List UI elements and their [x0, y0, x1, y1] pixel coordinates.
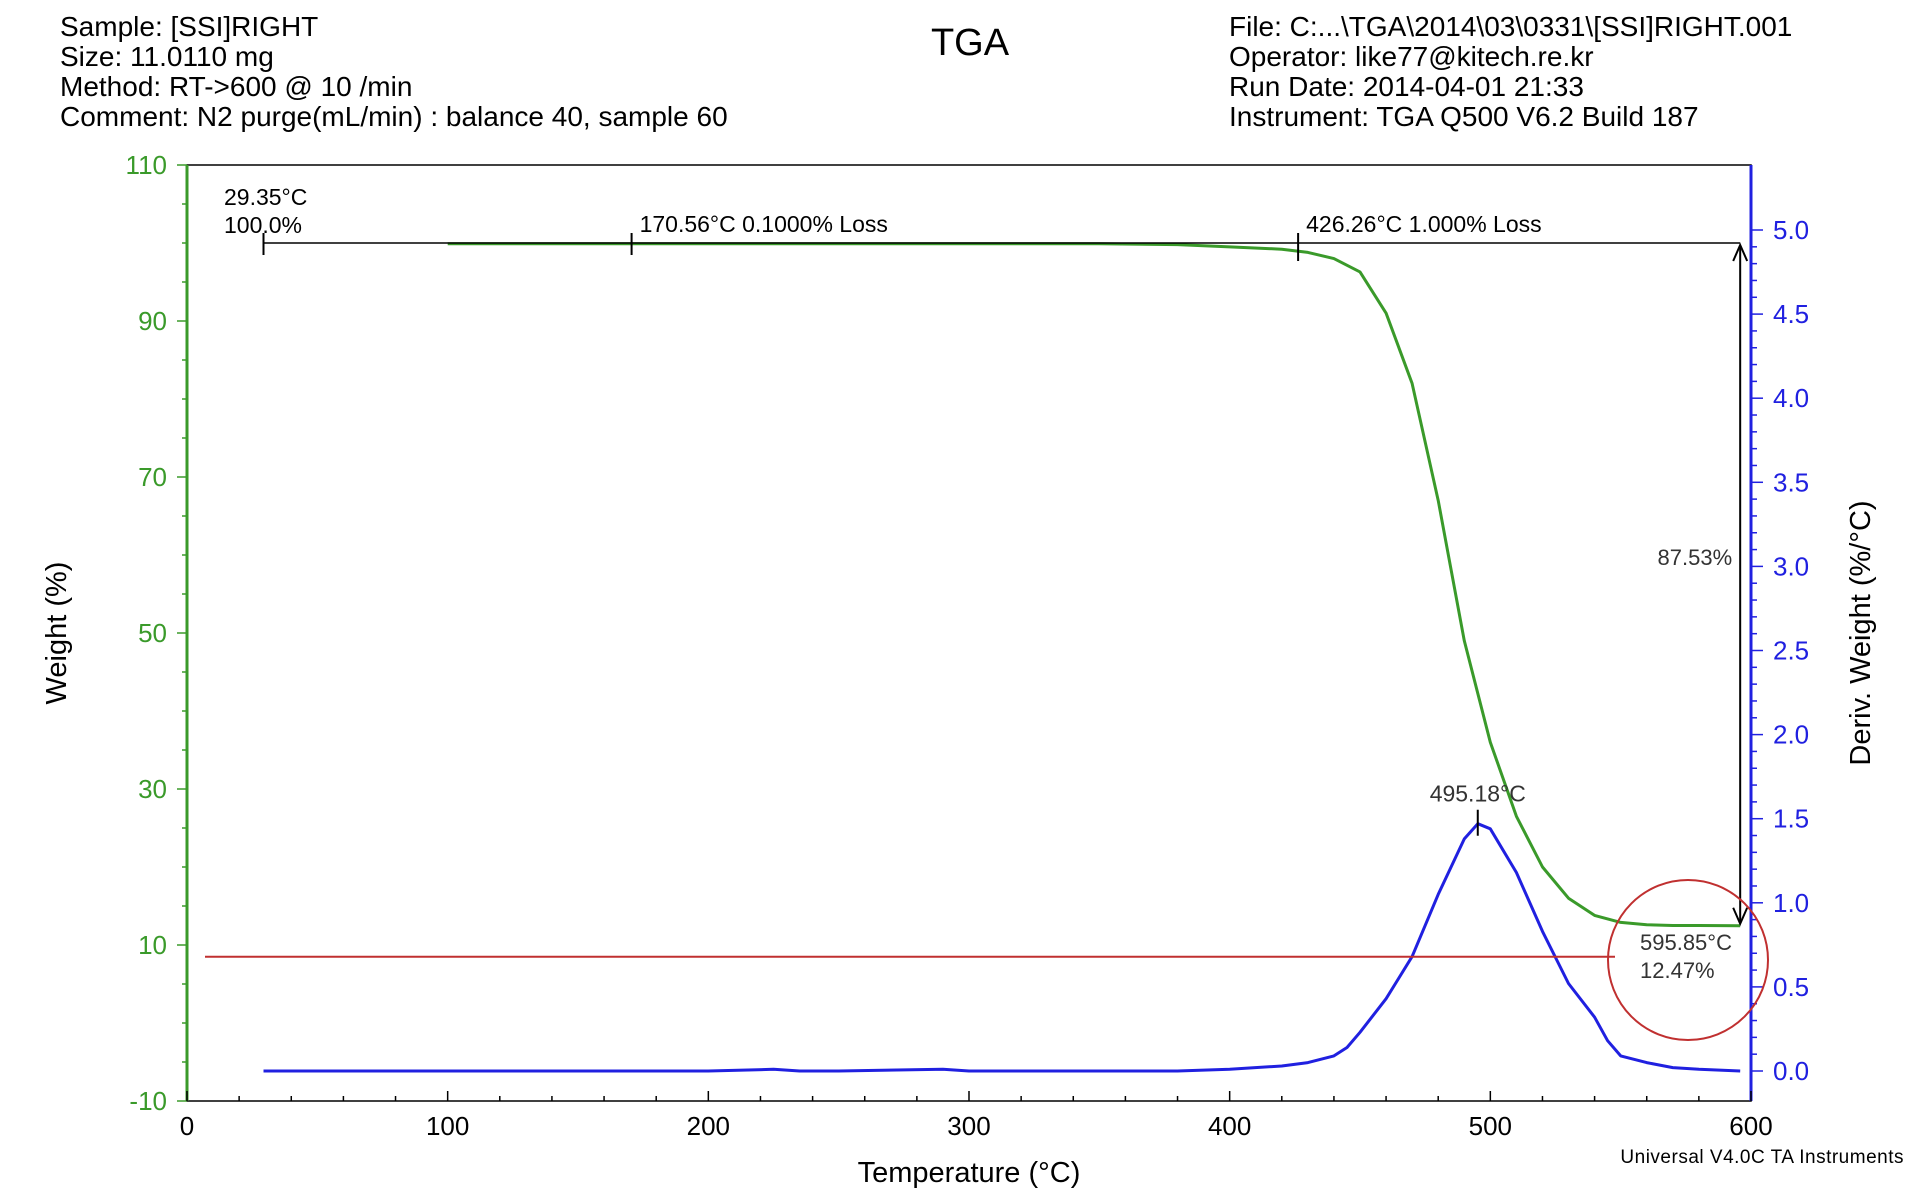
y2-tick-label: 1.5	[1773, 804, 1809, 834]
y-tick-label: 30	[138, 774, 167, 804]
highlight-circle	[1607, 879, 1769, 1041]
y2-tick-label: 1.0	[1773, 888, 1809, 918]
instrument: Instrument: TGA Q500 V6.2 Build 187	[1229, 101, 1699, 132]
y2-tick-label: 5.0	[1773, 215, 1809, 245]
y2-tick-label: 2.5	[1773, 636, 1809, 666]
y2-tick-label: 4.5	[1773, 299, 1809, 329]
y2-tick-label: 4.0	[1773, 383, 1809, 413]
operator: Operator: like77@kitech.re.kr	[1229, 41, 1594, 72]
x-tick-label: 100	[426, 1111, 469, 1141]
run-info: File: C:...\TGA\2014\03\0331\[SSI]RIGHT.…	[1229, 12, 1792, 132]
sample-comment: Comment: N2 purge(mL/min) : balance 40, …	[60, 101, 728, 132]
x-tick-label: 300	[947, 1111, 990, 1141]
y2-tick-label: 3.0	[1773, 551, 1809, 581]
start-weight-label: 100.0%	[224, 212, 302, 238]
x-tick-label: 0	[180, 1111, 194, 1141]
deriv-weight-line	[263, 822, 1741, 1073]
arrow-head-down	[1732, 907, 1749, 927]
plot-frame	[186, 164, 1752, 1102]
y2-tick-label: 3.5	[1773, 467, 1809, 497]
sample-name: Sample: [SSI]RIGHT	[60, 11, 319, 42]
file-path: File: C:...\TGA\2014\03\0331\[SSI]RIGHT.…	[1229, 11, 1793, 42]
run-date: Run Date: 2014-04-01 21:33	[1229, 71, 1584, 102]
x-tick-label: 200	[687, 1111, 730, 1141]
loss1-label: 170.56°C 0.1000% Loss	[640, 211, 888, 237]
y-tick-label: 90	[138, 306, 167, 336]
sample-size: Size: 11.0110 mg	[60, 41, 274, 72]
y-tick-label: 50	[138, 618, 167, 648]
y2-tick-label: 0.5	[1773, 972, 1809, 1002]
y2-axis-label: Deriv. Weight (%/°C)	[1845, 500, 1877, 765]
arrow-head-up	[1732, 242, 1749, 262]
y-axis-label: Weight (%)	[41, 562, 73, 705]
loss2-label: 426.26°C 1.000% Loss	[1306, 211, 1542, 237]
y-tick-label: 110	[126, 150, 167, 180]
end-weight-label: 12.47%	[1640, 958, 1715, 983]
sample-method: Method: RT->600 @ 10 /min	[60, 71, 413, 102]
end-temp-label: 595.85°C	[1640, 930, 1732, 955]
y-tick-label: 10	[138, 930, 167, 960]
start-temp-label: 29.35°C	[224, 184, 307, 210]
x-tick-label: 600	[1729, 1111, 1772, 1141]
chart-title: TGA	[930, 22, 1010, 64]
software-footer: Universal V4.0C TA Instruments	[1620, 1147, 1904, 1168]
y2-tick-label: 2.0	[1773, 720, 1809, 750]
y-tick-label: 70	[138, 462, 167, 492]
x-axis-label: Temperature (°C)	[858, 1157, 1081, 1189]
peak-label: 495.18°C	[1430, 781, 1526, 807]
y-tick-label: -10	[129, 1086, 167, 1116]
sample-info: Sample: [SSI]RIGHT Size: 11.0110 mg Meth…	[60, 12, 728, 132]
x-tick-label: 500	[1469, 1111, 1512, 1141]
weight-line	[447, 242, 1741, 928]
total-loss-label: 87.53%	[1658, 545, 1733, 570]
x-tick-label: 400	[1208, 1111, 1251, 1141]
y2-tick-label: 0.0	[1773, 1056, 1809, 1086]
